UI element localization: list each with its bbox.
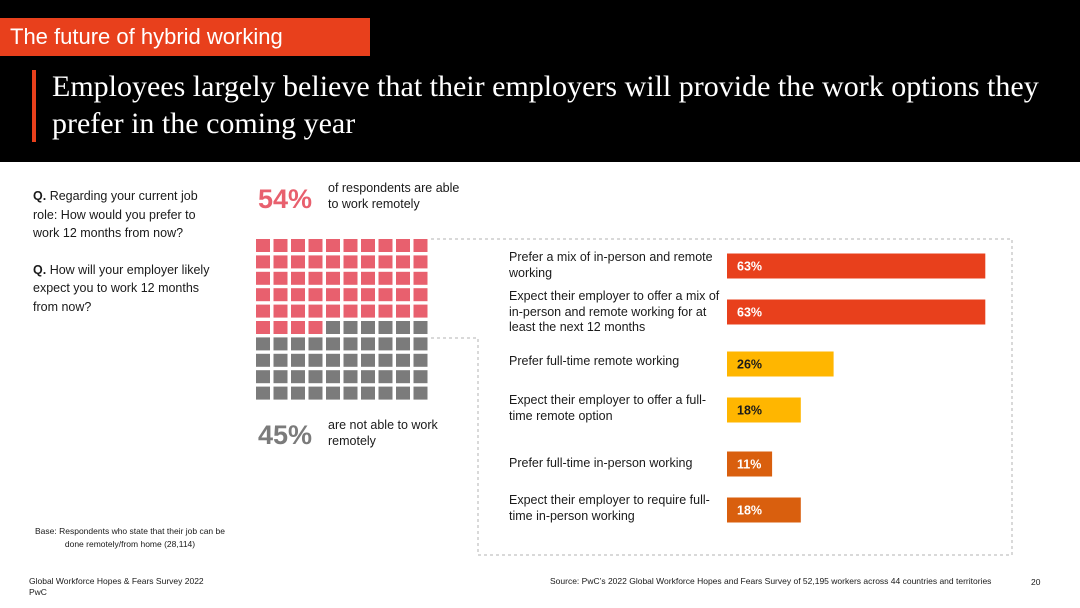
footer-org: PwC [29, 587, 204, 598]
base-note: Base: Respondents who state that their j… [35, 525, 225, 551]
bar-value-label-4: 11% [737, 458, 761, 472]
page-number: 20 [1031, 577, 1040, 587]
footer-survey-name: Global Workforce Hopes & Fears Survey 20… [29, 576, 204, 598]
bar-value-label-5: 18% [737, 504, 762, 518]
bar-value-label-3: 18% [737, 404, 762, 418]
bar-hybrid-1 [727, 300, 985, 325]
bar-value-label-1: 63% [737, 306, 762, 320]
footer-source: Source: PwC’s 2022 Global Workforce Hope… [550, 576, 991, 587]
bar-hybrid-0 [727, 254, 985, 279]
bar-value-label-2: 26% [737, 358, 762, 372]
bar-value-label-0: 63% [737, 260, 762, 274]
footer-survey-title: Global Workforce Hopes & Fears Survey 20… [29, 576, 204, 587]
